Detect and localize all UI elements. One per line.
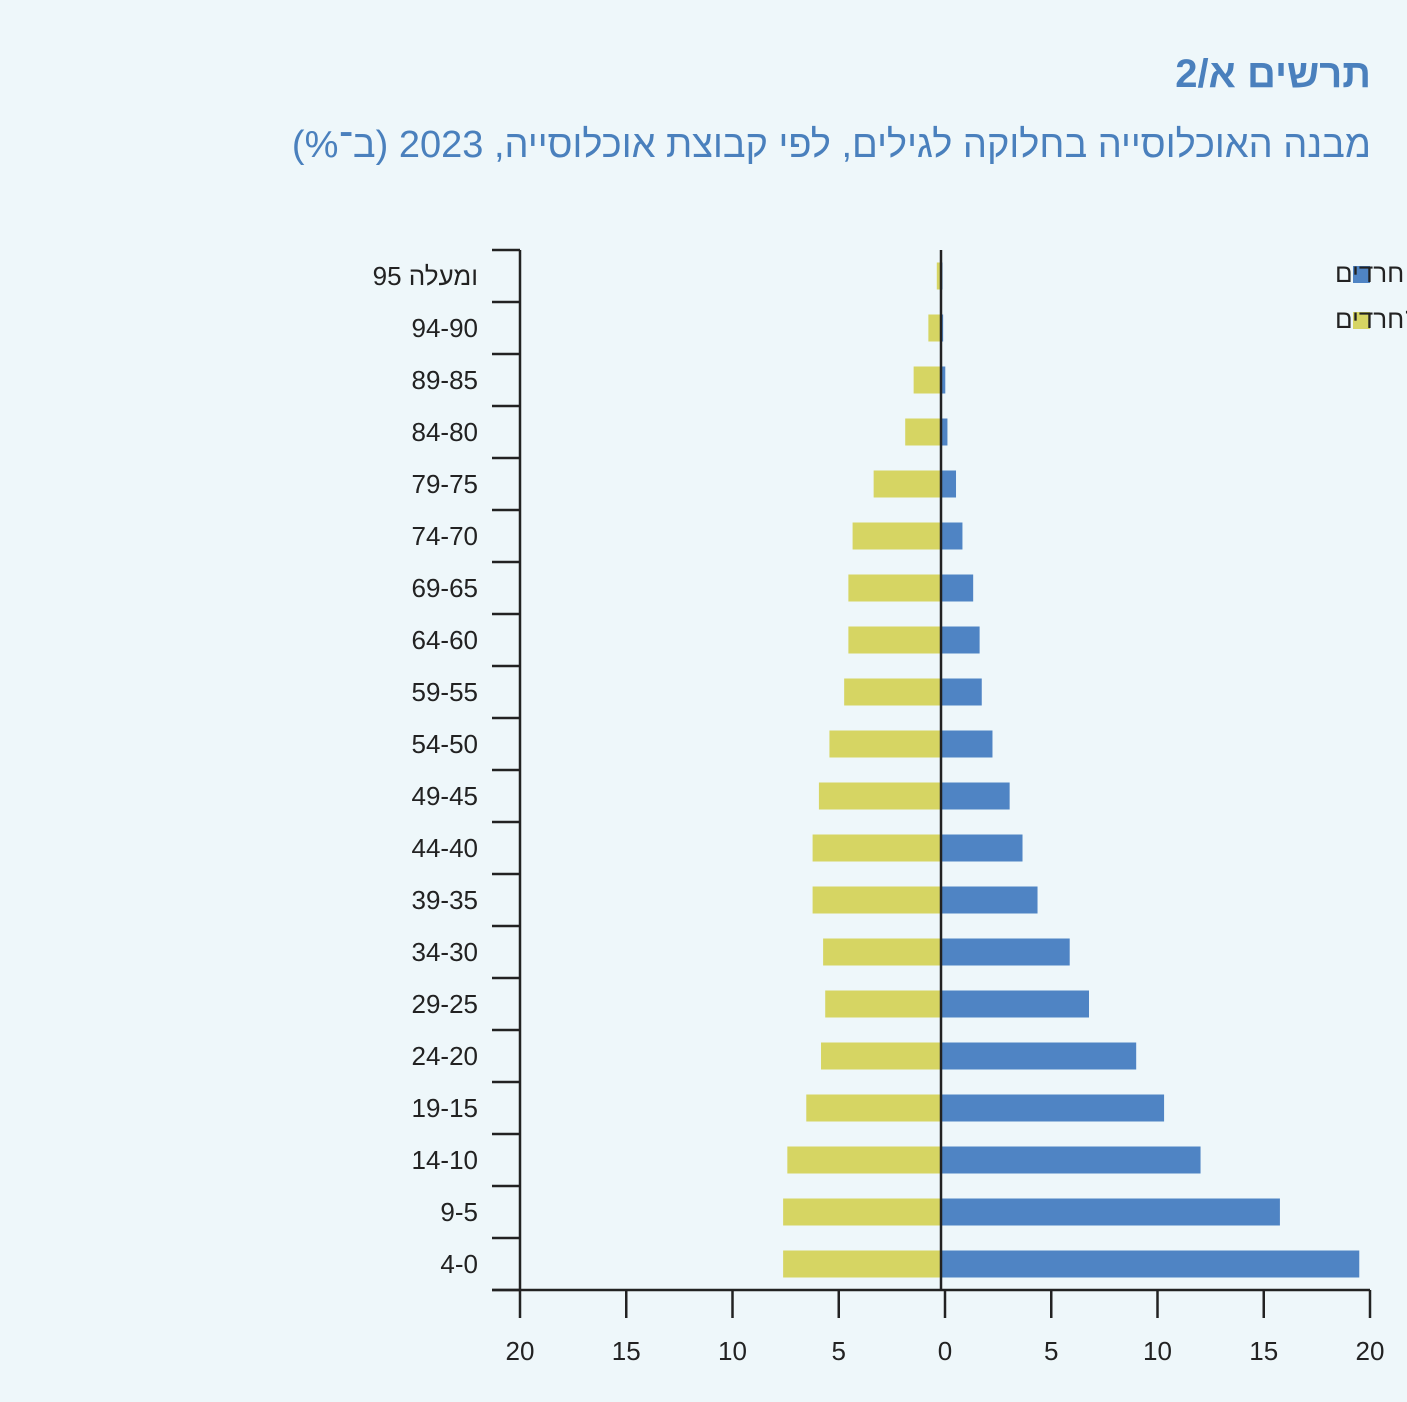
bar-haredi [941, 990, 1090, 1018]
category-label: 24-20 [412, 1041, 479, 1071]
bar-haredi [941, 730, 993, 758]
category-label: 94-90 [412, 313, 479, 343]
category-label: 79-75 [412, 469, 479, 499]
x-tick-label: 20 [1356, 1336, 1385, 1366]
bar-non-haredi [936, 262, 941, 290]
x-tick-label: 15 [1249, 1336, 1278, 1366]
bar-haredi [941, 886, 1038, 914]
category-label: 49-45 [412, 781, 479, 811]
bar-non-haredi [812, 834, 941, 862]
bar-non-haredi [844, 678, 941, 706]
bar-non-haredi [783, 1198, 941, 1226]
category-label: 84-80 [412, 417, 479, 447]
bar-non-haredi [783, 1250, 941, 1278]
bar-non-haredi [829, 730, 941, 758]
chart-title: תרשים א/2 [1175, 52, 1371, 96]
category-label: 59-55 [412, 677, 479, 707]
category-label: 89-85 [412, 365, 479, 395]
bar-non-haredi [823, 938, 941, 966]
legend-swatch-haredi [1353, 266, 1370, 283]
category-label: 54-50 [412, 729, 479, 759]
category-label: 44-40 [412, 833, 479, 863]
bar-non-haredi [787, 1146, 941, 1174]
chart-subtitle: מבנה האוכלוסייה בחלוקה לגילים, לפי קבוצת… [291, 124, 1371, 166]
category-label: 29-25 [412, 989, 479, 1019]
bar-haredi [941, 1042, 1137, 1070]
bar-haredi [941, 418, 948, 446]
bar-haredi [941, 1146, 1201, 1174]
category-label: 74-70 [412, 521, 479, 551]
bar-non-haredi [848, 626, 941, 654]
bar-haredi [941, 1198, 1280, 1226]
x-tick-label: 10 [1143, 1336, 1172, 1366]
bar-haredi [941, 782, 1010, 810]
legend-swatch-non-haredi [1353, 312, 1370, 329]
bar-haredi [941, 834, 1023, 862]
category-label: 34-30 [412, 937, 479, 967]
category-label: 4-0 [440, 1249, 478, 1279]
bar-non-haredi [928, 314, 941, 342]
bar-non-haredi [848, 574, 941, 602]
bar-non-haredi [821, 1042, 941, 1070]
category-label: 14-10 [412, 1145, 479, 1175]
x-tick-label: 5 [1044, 1336, 1058, 1366]
bar-haredi [941, 470, 957, 498]
category-label: 39-35 [412, 885, 479, 915]
bar-haredi [941, 574, 974, 602]
bar-haredi [941, 626, 980, 654]
bar-non-haredi [806, 1094, 941, 1122]
bar-haredi [941, 522, 963, 550]
bar-non-haredi [852, 522, 941, 550]
category-label: 9-5 [440, 1197, 478, 1227]
x-tick-label: 5 [832, 1336, 846, 1366]
x-tick-label: 20 [506, 1336, 535, 1366]
bar-non-haredi [812, 886, 941, 914]
bar-haredi [941, 678, 982, 706]
category-label: 95 ומעלה [373, 261, 478, 291]
category-label: 19-15 [412, 1093, 479, 1123]
bar-haredi [941, 938, 1070, 966]
bar-haredi [941, 1250, 1360, 1278]
legend-label: יהודים לא־חרדים [1335, 304, 1407, 334]
legend-label: חרדים [1335, 258, 1404, 288]
bar-non-haredi [825, 990, 941, 1018]
bar-haredi [941, 1094, 1165, 1122]
bar-non-haredi [905, 418, 941, 446]
x-tick-label: 0 [938, 1336, 952, 1366]
bar-non-haredi [818, 782, 941, 810]
x-tick-label: 10 [718, 1336, 747, 1366]
bar-non-haredi [913, 366, 941, 394]
bar-haredi [941, 366, 946, 394]
category-label: 69-65 [412, 573, 479, 603]
category-label: 64-60 [412, 625, 479, 655]
bar-non-haredi [873, 470, 941, 498]
x-tick-label: 15 [612, 1336, 641, 1366]
